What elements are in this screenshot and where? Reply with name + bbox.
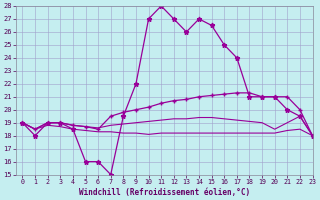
X-axis label: Windchill (Refroidissement éolien,°C): Windchill (Refroidissement éolien,°C) [79, 188, 250, 197]
